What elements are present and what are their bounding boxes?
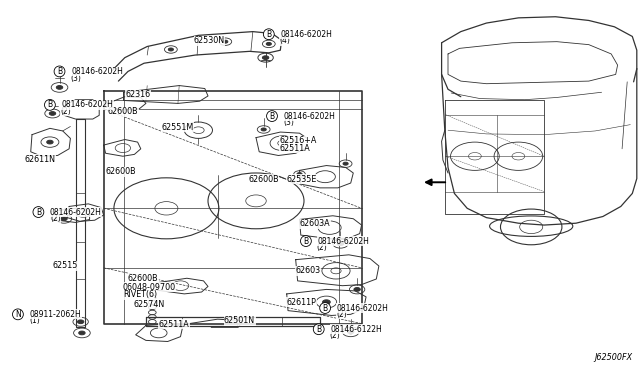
Text: B: B (323, 304, 328, 312)
Circle shape (354, 288, 360, 291)
Text: J62500FX: J62500FX (594, 353, 632, 362)
Text: (2): (2) (317, 243, 328, 252)
Text: 08146-6202H: 08146-6202H (50, 208, 102, 217)
Text: B: B (57, 67, 62, 76)
Circle shape (323, 300, 330, 304)
Text: B: B (266, 30, 271, 39)
Circle shape (61, 217, 67, 221)
Text: 08146-6202H: 08146-6202H (61, 100, 113, 109)
Text: B: B (36, 208, 41, 217)
Text: 62535E: 62535E (287, 175, 317, 184)
Text: 08146-6202H: 08146-6202H (280, 30, 332, 39)
Circle shape (261, 128, 266, 131)
Circle shape (348, 330, 354, 334)
Text: 08146-6122H: 08146-6122H (330, 325, 382, 334)
Circle shape (79, 331, 85, 335)
Text: RIVET(6): RIVET(6) (123, 290, 157, 299)
Text: 62603: 62603 (296, 266, 321, 275)
Text: 62511A: 62511A (280, 144, 310, 153)
Text: B: B (47, 100, 52, 109)
Text: (2): (2) (330, 331, 340, 340)
Text: 08146-6202H: 08146-6202H (71, 67, 123, 76)
Text: 62501N: 62501N (224, 316, 255, 325)
Circle shape (77, 320, 84, 324)
Circle shape (266, 42, 271, 45)
Text: 08146-6202H: 08146-6202H (317, 237, 369, 246)
Text: (2): (2) (336, 310, 347, 319)
Text: 62511A: 62511A (159, 320, 189, 329)
Circle shape (47, 140, 53, 144)
Text: (2): (2) (61, 107, 72, 116)
Text: 08146-6202H: 08146-6202H (284, 112, 335, 121)
Circle shape (337, 242, 344, 246)
Circle shape (56, 86, 63, 89)
Text: 62600B: 62600B (128, 274, 159, 283)
Text: 62530N: 62530N (194, 36, 225, 45)
Text: 62611P: 62611P (287, 298, 317, 307)
Text: (2): (2) (50, 214, 61, 223)
Text: (3): (3) (70, 74, 81, 83)
Text: N: N (15, 310, 20, 319)
Circle shape (262, 56, 269, 60)
Circle shape (49, 112, 56, 115)
Text: 62316: 62316 (125, 90, 150, 99)
Text: 62603A: 62603A (300, 219, 330, 228)
Text: B: B (269, 112, 275, 121)
Text: 62611N: 62611N (24, 155, 55, 164)
Text: (1): (1) (29, 316, 40, 325)
Text: (4): (4) (280, 36, 291, 45)
Text: (3): (3) (283, 118, 294, 127)
Text: 06048-09700: 06048-09700 (123, 283, 176, 292)
Text: 62600B: 62600B (106, 167, 136, 176)
Circle shape (168, 48, 173, 51)
Text: 62600B: 62600B (108, 107, 138, 116)
Text: 62574N: 62574N (133, 300, 164, 309)
Circle shape (297, 173, 302, 176)
Text: B: B (303, 237, 308, 246)
Text: 08146-6202H: 08146-6202H (337, 304, 388, 312)
Text: 62600B: 62600B (248, 175, 279, 184)
Text: 62515: 62515 (52, 262, 78, 270)
Text: 62516+A: 62516+A (280, 136, 317, 145)
Text: 62551M: 62551M (161, 123, 193, 132)
Text: 08911-2062H: 08911-2062H (29, 310, 81, 319)
Text: B: B (316, 325, 321, 334)
Circle shape (343, 162, 348, 165)
Circle shape (223, 40, 228, 43)
